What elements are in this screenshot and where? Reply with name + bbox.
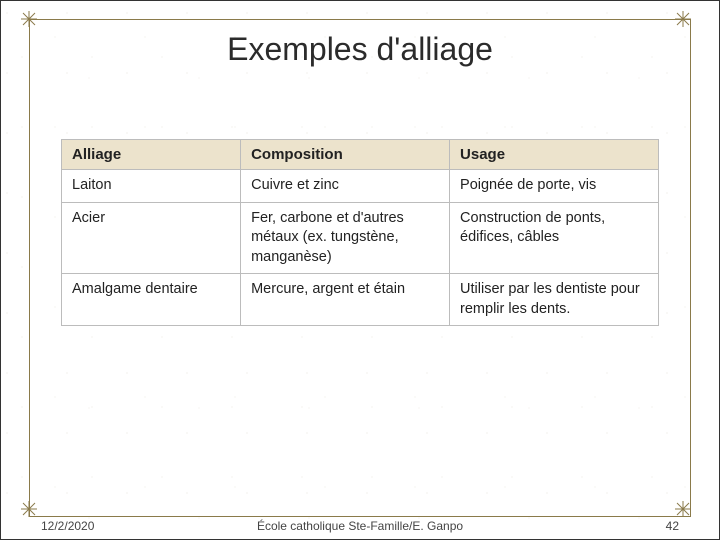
cell-alliage: Laiton <box>62 170 241 203</box>
cell-composition: Mercure, argent et étain <box>241 274 450 326</box>
page-title: Exemples d'alliage <box>1 31 719 68</box>
decorative-border-top <box>29 19 691 20</box>
cell-usage: Poignée de porte, vis <box>450 170 659 203</box>
cell-usage: Construction de ponts, édifices, câbles <box>450 202 659 274</box>
cell-alliage: Amalgame dentaire <box>62 274 241 326</box>
table: Alliage Composition Usage Laiton Cuivre … <box>61 139 659 326</box>
column-header-alliage: Alliage <box>62 140 241 170</box>
table-row: Acier Fer, carbone et d'autres métaux (e… <box>62 202 659 274</box>
cell-alliage: Acier <box>62 202 241 274</box>
footer-date: 12/2/2020 <box>41 519 94 533</box>
column-header-composition: Composition <box>241 140 450 170</box>
table-row: Laiton Cuivre et zinc Poignée de porte, … <box>62 170 659 203</box>
column-header-usage: Usage <box>450 140 659 170</box>
table-header-row: Alliage Composition Usage <box>62 140 659 170</box>
slide: Exemples d'alliage Alliage Composition U… <box>0 0 720 540</box>
cell-usage: Utiliser par les dentiste pour remplir l… <box>450 274 659 326</box>
table-row: Amalgame dentaire Mercure, argent et éta… <box>62 274 659 326</box>
footer-page-number: 42 <box>666 519 679 533</box>
footer-center: École catholique Ste-Famille/E. Ganpo <box>41 519 679 533</box>
cell-composition: Fer, carbone et d'autres métaux (ex. tun… <box>241 202 450 274</box>
decorative-border-right <box>690 19 691 517</box>
decorative-border-left <box>29 19 30 517</box>
cell-composition: Cuivre et zinc <box>241 170 450 203</box>
footer: 12/2/2020 École catholique Ste-Famille/E… <box>41 517 679 535</box>
alloy-table: Alliage Composition Usage Laiton Cuivre … <box>61 139 659 326</box>
